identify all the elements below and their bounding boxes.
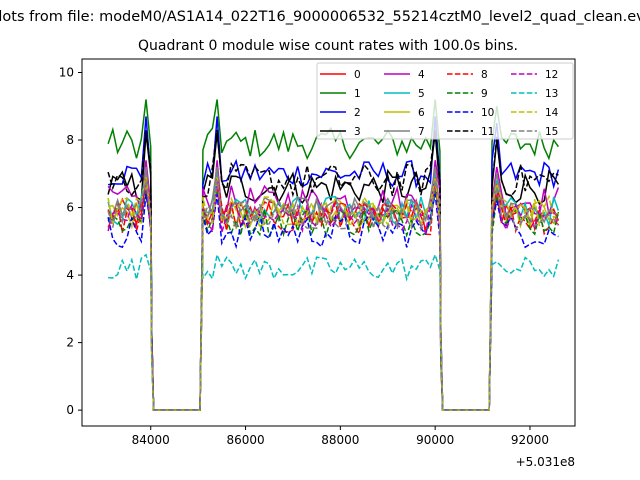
legend-label-1: 1 bbox=[354, 88, 361, 100]
legend-frame bbox=[316, 62, 574, 140]
legend-label-14: 14 bbox=[545, 107, 559, 119]
series-line-14 bbox=[107, 177, 559, 411]
series-line-13 bbox=[108, 246, 560, 411]
y-axis: 0 2 4 6 8 10 bbox=[59, 66, 82, 417]
legend-label-13: 13 bbox=[545, 88, 558, 100]
x-tick-label: 86000 bbox=[226, 433, 264, 447]
y-tick-label: 10 bbox=[59, 66, 74, 80]
x-tick-label: 84000 bbox=[132, 433, 170, 447]
chart-title: Quadrant 0 module wise count rates with … bbox=[138, 38, 518, 54]
legend-label-4: 4 bbox=[418, 69, 425, 81]
legend-label-7: 7 bbox=[418, 126, 425, 138]
legend-label-10: 10 bbox=[481, 107, 494, 119]
plot-frame bbox=[81, 58, 576, 427]
x-tick-label: 88000 bbox=[321, 433, 359, 447]
y-tick-label: 2 bbox=[66, 336, 74, 350]
legend-label-3: 3 bbox=[354, 126, 361, 138]
legend-label-0: 0 bbox=[354, 69, 361, 81]
figure-suptitle: Plots from file: modeM0/AS1A14_022T16_90… bbox=[0, 9, 640, 25]
x-axis-offset-label: +5.031e8 bbox=[516, 455, 575, 469]
legend-label-6: 6 bbox=[418, 107, 425, 119]
series-line-15 bbox=[107, 180, 560, 411]
y-tick-label: 4 bbox=[66, 268, 74, 282]
legend-label-9: 9 bbox=[481, 88, 488, 100]
y-tick-label: 8 bbox=[66, 133, 74, 147]
legend-label-11: 11 bbox=[481, 126, 494, 138]
y-tick-label: 6 bbox=[66, 201, 74, 215]
series-line-11 bbox=[107, 129, 559, 411]
y-tick-label: 0 bbox=[66, 403, 74, 417]
x-tick-label: 92000 bbox=[511, 433, 549, 447]
legend-label-12: 12 bbox=[545, 69, 558, 81]
legend-label-15: 15 bbox=[545, 126, 558, 138]
x-tick-label: 90000 bbox=[416, 433, 454, 447]
legend-label-8: 8 bbox=[481, 69, 488, 81]
legend-label-5: 5 bbox=[418, 88, 425, 100]
legend-label-2: 2 bbox=[354, 107, 361, 119]
x-axis: 84000 86000 88000 90000 92000 bbox=[132, 426, 549, 447]
plot-lines bbox=[107, 99, 560, 411]
